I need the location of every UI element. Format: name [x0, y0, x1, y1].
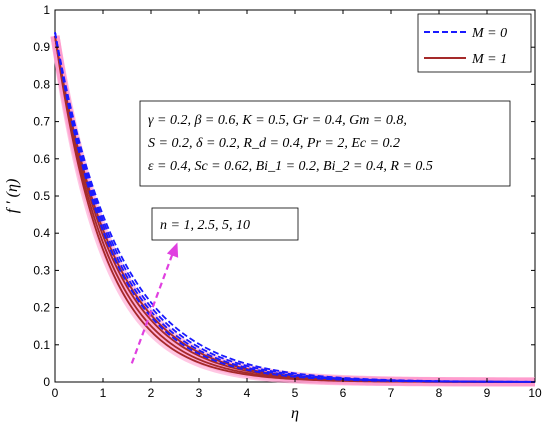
x-tick-label: 5 — [292, 386, 299, 400]
parameter-line-3: ε = 0.4, Sc = 0.62, Bi_1 = 0.2, Bi_2 = 0… — [148, 159, 433, 174]
n-annotation: n = 1, 2.5, 5, 10 — [151, 207, 299, 241]
y-tick-label: 0.4 — [33, 226, 50, 240]
y-tick-label: 1 — [43, 3, 50, 17]
legend-label-m0: M = 0 — [471, 26, 507, 41]
y-tick-label: 0.9 — [33, 40, 50, 54]
parameter-line-1: γ = 0.2, β = 0.6, K = 0.5, Gr = 0.4, Gm … — [148, 113, 407, 128]
x-tick-label: 7 — [388, 386, 395, 400]
x-tick-label: 0 — [52, 386, 59, 400]
legend: M = 0 M = 1 — [417, 13, 532, 73]
axis-ticks: 0 1 2 3 4 5 6 7 8 9 10 0 0.1 0.2 0.3 0.4 0.5 0.6 0.7 0.8 0.9… — [33, 3, 542, 400]
series-line-m0-n2_5 — [54, 32, 535, 383]
legend-label-m1: M = 1 — [471, 52, 507, 67]
x-tick-label: 1 — [100, 386, 107, 400]
x-tick-label: 8 — [436, 386, 443, 400]
x-tick-label: 10 — [528, 386, 542, 400]
increase-arrow — [130, 242, 179, 364]
x-tick-label: 6 — [340, 386, 347, 400]
x-tick-label: 2 — [148, 386, 155, 400]
parameter-box: γ = 0.2, β = 0.6, K = 0.5, Gr = 0.4, Gm … — [139, 100, 511, 187]
y-tick-label: 0.2 — [33, 301, 50, 315]
y-tick-label: 0.5 — [33, 189, 50, 203]
y-axis-label: f ′ (η) — [4, 179, 21, 214]
arrow-head — [166, 242, 179, 258]
parameter-frame — [139, 100, 511, 187]
y-tick-label: 0.7 — [33, 115, 50, 129]
x-axis-label: η — [291, 405, 299, 422]
x-tick-label: 3 — [196, 386, 203, 400]
x-tick-label: 9 — [484, 386, 491, 400]
x-tick-label: 4 — [244, 386, 251, 400]
n-annotation-box — [151, 207, 299, 241]
series-line-m0-n10 — [54, 32, 536, 383]
y-tick-label: 0.6 — [33, 152, 50, 166]
y-tick-label: 0 — [43, 375, 50, 389]
y-tick-label: 0.1 — [33, 338, 50, 352]
parameter-line-2: S = 0.2, δ = 0.2, R_d = 0.4, Pr = 2, Ec … — [148, 136, 400, 151]
y-tick-label: 0.3 — [33, 263, 50, 277]
legend-box — [417, 13, 532, 73]
y-tick-label: 0.8 — [33, 77, 50, 91]
n-annotation-text: n = 1, 2.5, 5, 10 — [160, 218, 250, 233]
